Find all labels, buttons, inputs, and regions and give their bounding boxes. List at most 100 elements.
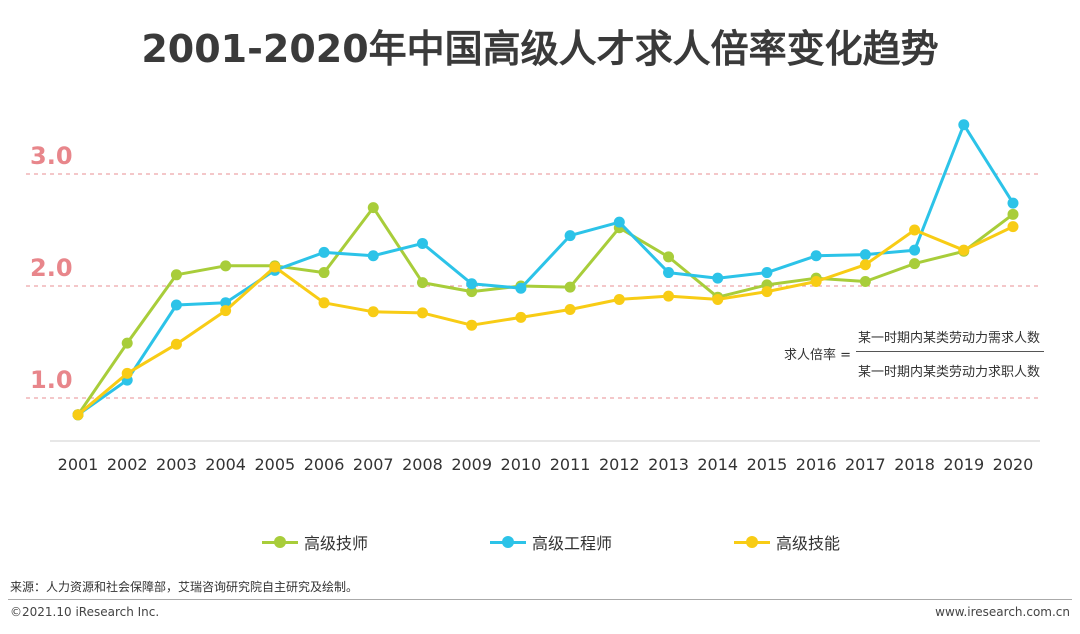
x-tick-label: 2014: [697, 455, 738, 474]
data-point: [367, 202, 379, 214]
series-2: [72, 119, 1019, 421]
data-point: [170, 269, 182, 281]
copyright-text: ©2021.10 iResearch Inc.: [10, 605, 160, 619]
data-point: [220, 297, 232, 309]
data-point: [466, 286, 478, 298]
data-point: [712, 293, 724, 305]
series-line: [76, 206, 1015, 417]
footer-divider: [8, 599, 1072, 600]
data-point: [663, 267, 675, 279]
data-point: [859, 276, 871, 288]
data-point: [170, 299, 182, 311]
formula-lhs: 求人倍率 =: [784, 348, 852, 363]
legend-dot: [746, 536, 758, 548]
data-point: [416, 237, 428, 249]
data-point: [367, 250, 379, 262]
x-tick-label: 2006: [304, 455, 345, 474]
x-tick-label: 2008: [402, 455, 443, 474]
data-point: [515, 311, 527, 323]
legend-label: 高级工程师: [532, 534, 613, 553]
legend-label: 高级技师: [304, 534, 369, 553]
data-point: [859, 249, 871, 261]
data-point: [1007, 208, 1019, 220]
x-tick-label: 2013: [648, 455, 689, 474]
data-point: [121, 367, 133, 379]
data-point: [170, 338, 182, 350]
legend-item-senior-skills[interactable]: 高级技能: [734, 530, 840, 554]
data-point: [663, 290, 675, 302]
x-tick-label: 2005: [254, 455, 295, 474]
series-line: [76, 123, 1015, 417]
x-tick-label: 2002: [107, 455, 148, 474]
x-tick-label: 2020: [993, 455, 1034, 474]
y-tick-label: 2.0: [30, 254, 73, 282]
legend-swatch-senior-skills: [734, 530, 770, 554]
series-group: [72, 119, 1019, 421]
data-point: [859, 259, 871, 271]
x-tick-label: 2019: [943, 455, 984, 474]
x-tick-label: 2010: [501, 455, 542, 474]
legend-dot: [502, 536, 514, 548]
line-chart: 1.02.03.0 2001 2002 2003 2004 2005 2006 2007 20…: [26, 119, 1040, 474]
data-point: [515, 282, 527, 294]
x-tick-label: 2015: [747, 455, 788, 474]
legend-swatch-senior-engineer: [490, 530, 526, 554]
x-tick-label: 2018: [894, 455, 935, 474]
data-point: [466, 278, 478, 290]
data-point: [220, 305, 232, 317]
data-point: [613, 216, 625, 228]
data-point: [958, 119, 970, 131]
formula-box: 求人倍率 = 某一时期内某类劳动力需求人数 某一时期内某类劳动力求职人数: [770, 324, 1060, 384]
data-point: [367, 306, 379, 318]
data-point: [810, 276, 822, 288]
data-point: [909, 224, 921, 236]
y-tick-label: 3.0: [30, 142, 73, 170]
data-point: [466, 319, 478, 331]
website-link[interactable]: www.iresearch.com.cn: [935, 605, 1070, 619]
data-point: [121, 337, 133, 349]
series-line: [76, 225, 1015, 417]
series-1: [72, 202, 1019, 421]
data-point: [909, 244, 921, 256]
data-point: [72, 409, 84, 421]
legend-swatch-senior-technician: [262, 530, 298, 554]
data-point: [220, 260, 232, 272]
data-point: [761, 286, 773, 298]
data-point: [416, 277, 428, 289]
legend-item-senior-technician[interactable]: 高级技师: [262, 530, 368, 554]
data-point: [318, 297, 330, 309]
legend-item-senior-engineer[interactable]: 高级工程师: [490, 530, 612, 554]
data-point: [318, 246, 330, 258]
x-tick-label: 2009: [451, 455, 492, 474]
data-point: [318, 267, 330, 279]
data-point: [1007, 197, 1019, 209]
data-point: [958, 244, 970, 256]
chart-title: 2001-2020年中国高级人才求人倍率变化趋势: [141, 27, 939, 71]
data-point: [761, 267, 773, 279]
chart-legend: 高级技师 高级工程师 高级技能: [0, 530, 1080, 554]
legend-label: 高级技能: [776, 534, 841, 553]
y-tick-label: 1.0: [30, 366, 73, 394]
data-point: [564, 230, 576, 242]
series-3: [72, 221, 1019, 421]
x-tick-label: 2016: [796, 455, 837, 474]
x-axis-ticks: 2001 2002 2003 2004 2005 2006 2007 2008 2009 2010…: [58, 455, 1034, 474]
data-point: [416, 307, 428, 319]
source-note: 来源：人力资源和社会保障部，艾瑞咨询研究院自主研究及绘制。: [10, 580, 359, 594]
formula-fraction-bar: [856, 351, 1044, 352]
x-tick-label: 2001: [58, 455, 99, 474]
formula-numerator: 某一时期内某类劳动力需求人数: [858, 331, 1041, 346]
data-point: [564, 304, 576, 316]
x-tick-label: 2017: [845, 455, 886, 474]
data-point: [810, 250, 822, 262]
data-point: [712, 272, 724, 284]
y-axis-ticks: 1.0 2.0 3.0: [30, 142, 73, 394]
data-point: [564, 281, 576, 293]
x-tick-label: 2012: [599, 455, 640, 474]
legend-dot: [274, 536, 286, 548]
data-point: [1007, 221, 1019, 233]
data-point: [269, 261, 281, 273]
x-tick-label: 2004: [205, 455, 246, 474]
data-point: [909, 258, 921, 270]
formula-denominator: 某一时期内某类劳动力求职人数: [858, 365, 1041, 380]
